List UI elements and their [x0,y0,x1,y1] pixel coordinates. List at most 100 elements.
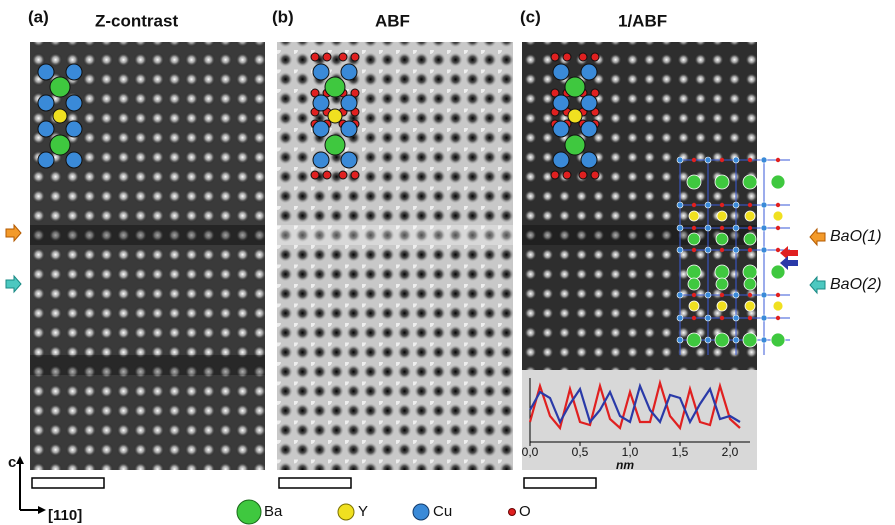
atom [676,336,684,344]
atom [732,314,740,322]
panel-title: Z-contrast [95,11,178,30]
atom [760,246,768,254]
atom [687,277,701,291]
atom [732,201,740,209]
atom [65,151,83,169]
atom [49,134,71,156]
atom [691,315,697,321]
image-b [277,42,513,470]
atom [312,94,330,112]
atom [744,300,756,312]
atom [550,52,560,62]
atom [590,170,600,180]
atom [567,108,583,124]
atom [564,134,586,156]
atom [747,202,753,208]
atom [338,52,348,62]
atom [747,157,753,163]
atom [340,151,358,169]
legend-label: Y [358,503,368,520]
arrow [5,223,22,243]
atom [715,232,729,246]
atom [580,120,598,138]
atom [562,52,572,62]
legend-swatch [412,503,430,521]
atom [775,315,781,321]
atom [704,156,712,164]
atom [704,314,712,322]
atom [340,120,358,138]
atom [747,247,753,253]
atom [770,264,786,280]
annotation: BaO(1) [830,228,882,245]
atom [550,170,560,180]
atom [340,63,358,81]
panel-label: (b) [272,7,294,26]
atom [686,264,702,280]
atom [719,247,725,253]
atom [324,134,346,156]
atom [552,120,570,138]
atom [770,332,786,348]
atom [562,170,572,180]
atom [704,224,712,232]
atom [772,300,784,312]
atom [691,225,697,231]
atom [327,108,343,124]
atom [49,76,71,98]
arrow-head [38,506,46,514]
atom [691,247,697,253]
atom [37,151,55,169]
atom [52,108,68,124]
legend: Ba Y Cu O [236,499,531,525]
atom [747,292,753,298]
atom [747,225,753,231]
atom [691,157,697,163]
atom [324,76,346,98]
scale-bars [31,477,597,489]
atom [676,291,684,299]
atom [676,314,684,322]
x-axis-label: nm [616,458,634,472]
legend-label: Ba [264,503,283,520]
atom [322,170,332,180]
profile-line [529,382,741,425]
atom [772,210,784,222]
atom [687,232,701,246]
atom [719,292,725,298]
atom [760,336,768,344]
atom [37,120,55,138]
arrow [809,275,826,295]
scale-bar [278,477,352,489]
crystal-model [676,156,790,355]
x-tick-label: 1,0 [622,445,639,459]
atom [65,94,83,112]
legend-swatch [337,503,355,521]
atom [742,332,758,348]
atom [775,225,781,231]
band [30,225,265,245]
image-a [30,42,265,470]
atom [312,120,330,138]
arrow-head [16,456,24,464]
legend-swatch [508,508,516,516]
arrow [780,246,798,260]
atom [704,336,712,344]
atom [676,224,684,232]
atom [760,291,768,299]
atom [719,202,725,208]
atom [744,210,756,222]
atom [312,63,330,81]
atom [688,210,700,222]
atom [742,174,758,190]
atom [714,174,730,190]
atom [760,156,768,164]
scale-bar [31,477,105,489]
x-tick-label: 0,5 [572,445,589,459]
band [277,225,513,245]
atom [310,170,320,180]
atom [312,151,330,169]
atom [732,224,740,232]
legend-label: O [519,503,531,520]
atom [716,300,728,312]
